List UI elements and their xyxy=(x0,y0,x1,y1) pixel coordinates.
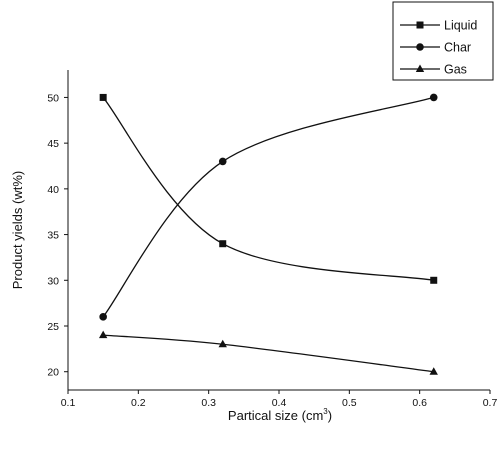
x-tick-label: 0.2 xyxy=(131,397,146,409)
data-point-char xyxy=(429,93,438,102)
x-tick-label: 0.6 xyxy=(412,397,427,409)
legend: Liquid Char Gas xyxy=(392,1,494,81)
legend-items: Liquid Char Gas xyxy=(400,19,477,77)
series-liquid xyxy=(99,93,438,284)
y-tick-label: 50 xyxy=(47,92,59,104)
legend-item-gas: Gas xyxy=(400,63,467,77)
legend-marker-gas xyxy=(415,64,425,72)
x-tick-label: 0.4 xyxy=(272,397,287,409)
series-char xyxy=(99,93,438,321)
data-point-liquid xyxy=(219,240,227,248)
legend-label: Gas xyxy=(444,63,467,77)
data-point-char xyxy=(99,313,107,321)
legend-marker-liquid xyxy=(416,21,424,29)
data-point-liquid xyxy=(99,93,107,101)
x-axis-title: Partical size (cm3) xyxy=(228,407,332,423)
legend-label: Liquid xyxy=(444,19,477,33)
legend-item-liquid: Liquid xyxy=(400,19,477,33)
legend-item-char: Char xyxy=(400,41,471,55)
data-point-gas xyxy=(98,330,108,339)
series-line-liquid xyxy=(102,97,434,281)
y-tick-label: 20 xyxy=(47,367,59,379)
data-point-gas xyxy=(429,367,438,375)
series-line-char xyxy=(102,96,434,318)
y-tick-label: 40 xyxy=(47,184,59,196)
y-tick-label: 30 xyxy=(47,275,59,287)
y-tick-label: 45 xyxy=(47,138,59,150)
series-gas xyxy=(98,330,438,375)
y-ticks: 20 25 30 35 40 45 50 xyxy=(47,92,68,379)
x-tick-label: 0.7 xyxy=(483,397,497,409)
legend-marker-char xyxy=(416,43,424,51)
data-point-gas xyxy=(218,339,227,348)
series-line-gas xyxy=(103,334,434,373)
legend-label: Char xyxy=(444,41,471,55)
axes-frame xyxy=(67,70,490,391)
y-tick-label: 25 xyxy=(47,321,59,333)
x-ticks: 0.1 0.2 0.3 0.4 0.5 0.6 0.7 xyxy=(61,390,497,409)
data-point-liquid xyxy=(430,276,438,284)
y-tick-label: 35 xyxy=(47,230,59,242)
data-point-char xyxy=(218,157,227,166)
x-tick-label: 0.5 xyxy=(342,397,357,409)
x-tick-label: 0.1 xyxy=(61,397,76,409)
series-layer xyxy=(98,93,438,375)
legend-box xyxy=(392,1,494,81)
y-axis-title: Product yields (wt%) xyxy=(10,171,25,289)
x-tick-label: 0.3 xyxy=(201,397,216,409)
